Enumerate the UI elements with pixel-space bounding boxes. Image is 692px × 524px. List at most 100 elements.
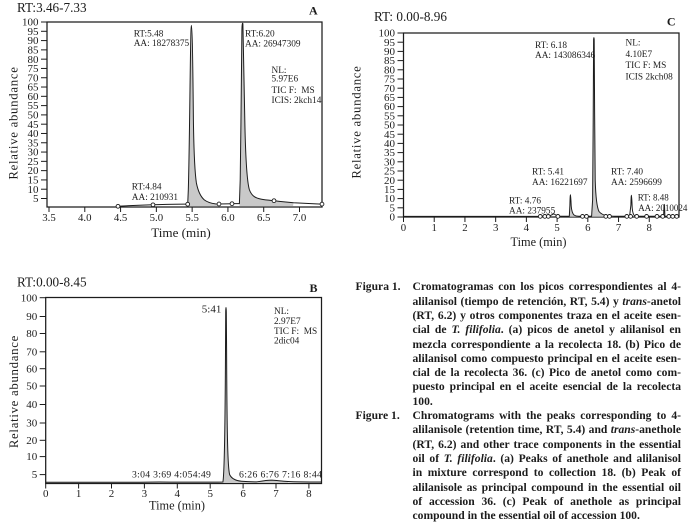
svg-text:3: 3 [142, 488, 148, 500]
svg-text:AA: 210931: AA: 210931 [132, 193, 179, 203]
svg-text:4.0: 4.0 [78, 212, 92, 224]
svg-text:15: 15 [28, 175, 40, 187]
svg-text:80: 80 [26, 328, 38, 340]
svg-text:50: 50 [28, 109, 40, 121]
svg-text:60: 60 [26, 363, 38, 375]
svg-text:75: 75 [28, 63, 40, 75]
svg-text:NL:: NL: [272, 66, 287, 76]
svg-text:NL:: NL: [626, 39, 641, 49]
svg-text:Relative abundance: Relative abundance [350, 65, 364, 178]
svg-text:20: 20 [26, 435, 38, 447]
svg-text:RT:4.84: RT:4.84 [132, 182, 162, 192]
svg-text:35: 35 [384, 147, 396, 159]
svg-text:B: B [310, 281, 318, 295]
svg-text:TIC F: MS: TIC F: MS [274, 327, 317, 337]
svg-text:5.97E6: 5.97E6 [272, 75, 299, 85]
svg-text:3.5: 3.5 [42, 212, 56, 224]
svg-text:95: 95 [384, 37, 396, 49]
svg-text:70: 70 [28, 72, 40, 84]
svg-text:55: 55 [28, 100, 40, 112]
svg-text:10: 10 [384, 193, 396, 205]
svg-text:TIC F: MS: TIC F: MS [626, 61, 667, 71]
svg-text:45: 45 [384, 129, 396, 141]
svg-text:ICIS: 2kch14: ICIS: 2kch14 [272, 96, 322, 106]
svg-text:AA: 18278375: AA: 18278375 [134, 39, 190, 49]
svg-text:Relative abundance: Relative abundance [6, 66, 20, 179]
svg-text:40: 40 [26, 399, 38, 411]
svg-text:5:41: 5:41 [202, 304, 222, 316]
svg-text:20: 20 [384, 175, 396, 187]
svg-text:RT: 6.18: RT: 6.18 [535, 41, 567, 51]
svg-text:90: 90 [28, 35, 40, 47]
svg-text:5: 5 [33, 193, 39, 205]
svg-text:70: 70 [26, 346, 38, 358]
svg-text:3:04 3:69 4:054:49: 3:04 3:69 4:054:49 [132, 470, 211, 481]
svg-text:2.97E7: 2.97E7 [274, 317, 301, 327]
svg-text:30: 30 [26, 418, 38, 430]
svg-text:15: 15 [384, 184, 396, 196]
svg-text:ICIS 2kch08: ICIS 2kch08 [626, 73, 674, 83]
svg-text:3: 3 [493, 222, 498, 234]
svg-text:AA: 2596699: AA: 2596699 [611, 178, 662, 188]
svg-text:40: 40 [28, 128, 40, 140]
svg-text:RT: 5.41: RT: 5.41 [532, 168, 564, 178]
svg-text:RT:3.46-7.33: RT:3.46-7.33 [17, 0, 87, 15]
svg-text:A: A [309, 3, 318, 17]
svg-text:90: 90 [384, 46, 396, 58]
svg-text:5: 5 [207, 488, 213, 500]
svg-text:6:26 6:76 7:16 8:44: 6:26 6:76 7:16 8:44 [239, 470, 322, 481]
svg-text:0: 0 [43, 488, 49, 500]
svg-text:80: 80 [28, 54, 40, 66]
svg-text:35: 35 [28, 137, 40, 149]
svg-text:95: 95 [28, 26, 40, 38]
svg-text:5: 5 [554, 222, 559, 234]
svg-text:0: 0 [390, 212, 396, 224]
svg-text:25: 25 [28, 156, 40, 168]
svg-text:85: 85 [384, 55, 396, 67]
svg-text:5: 5 [390, 202, 396, 214]
svg-text:4: 4 [524, 222, 530, 234]
svg-text:100: 100 [379, 28, 396, 40]
svg-text:7: 7 [273, 488, 279, 500]
svg-text:1: 1 [76, 488, 82, 500]
svg-text:25: 25 [384, 166, 396, 178]
svg-text:RT: 8.48: RT: 8.48 [638, 193, 670, 203]
svg-text:0: 0 [401, 222, 406, 234]
svg-text:40: 40 [384, 138, 396, 150]
svg-text:65: 65 [384, 92, 396, 104]
svg-text:60: 60 [384, 101, 396, 113]
svg-text:6: 6 [240, 488, 246, 500]
svg-text:Time (min): Time (min) [149, 499, 205, 513]
svg-text:55: 55 [384, 110, 396, 122]
svg-text:6.0: 6.0 [221, 212, 235, 224]
svg-text:1: 1 [432, 222, 437, 234]
svg-text:75: 75 [384, 74, 396, 86]
svg-text:7: 7 [616, 222, 622, 234]
svg-text:10: 10 [26, 451, 38, 463]
svg-text:10: 10 [28, 184, 40, 196]
svg-text:50: 50 [26, 381, 38, 393]
svg-text:30: 30 [28, 147, 40, 159]
svg-text:6: 6 [585, 222, 591, 234]
svg-text:8: 8 [647, 222, 652, 234]
svg-text:45: 45 [28, 119, 40, 131]
svg-text:Time (min): Time (min) [151, 225, 211, 240]
svg-text:100: 100 [22, 17, 39, 29]
svg-text:70: 70 [384, 83, 396, 95]
svg-text:2: 2 [462, 222, 467, 234]
svg-text:5.0: 5.0 [150, 212, 164, 224]
svg-text:AA: 16221697: AA: 16221697 [532, 178, 588, 188]
svg-text:Time (min): Time (min) [511, 235, 567, 249]
svg-text:60: 60 [28, 91, 40, 103]
svg-text:85: 85 [28, 44, 40, 56]
svg-text:RT:5.48: RT:5.48 [134, 30, 164, 40]
svg-text:65: 65 [28, 82, 40, 94]
svg-text:5.5: 5.5 [185, 212, 199, 224]
svg-text:50: 50 [384, 120, 396, 132]
svg-text:90: 90 [26, 311, 38, 323]
svg-text:4.5: 4.5 [114, 212, 128, 224]
svg-text:4: 4 [175, 488, 181, 500]
svg-text:AA: 143086346: AA: 143086346 [535, 51, 596, 61]
svg-text:8: 8 [306, 488, 312, 500]
svg-text:AA: 2010024: AA: 2010024 [638, 203, 688, 213]
